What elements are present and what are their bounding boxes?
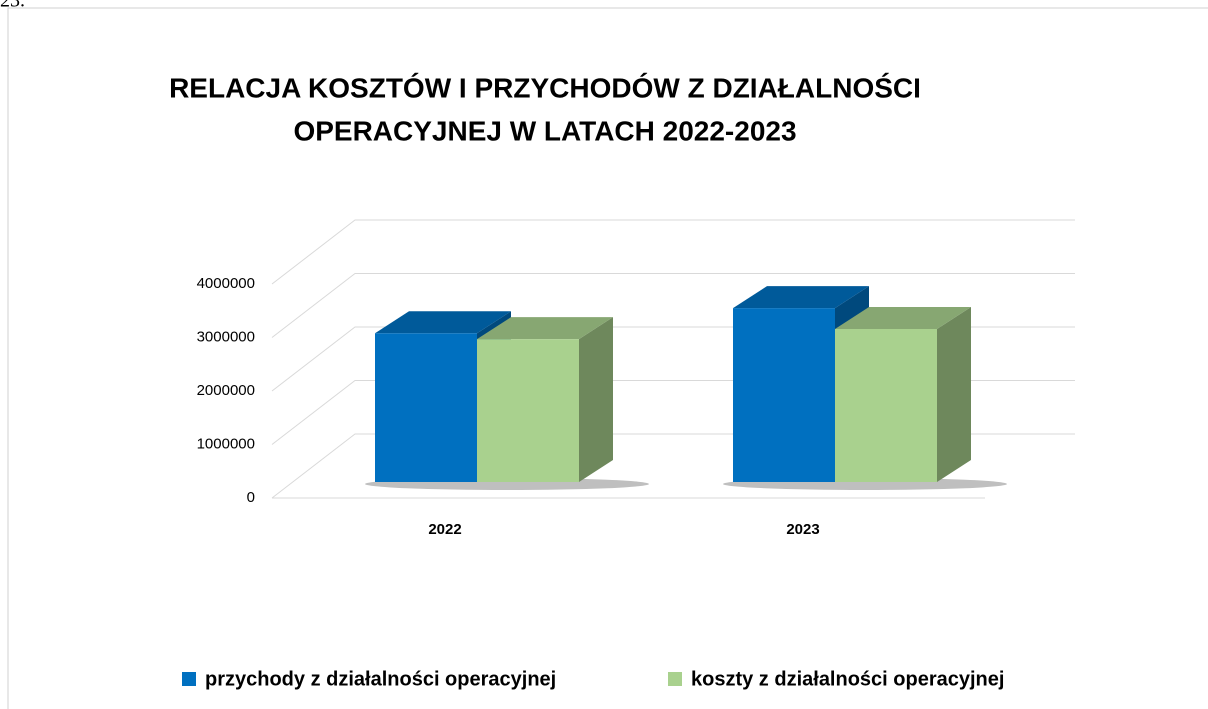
legend-label: przychody z działalności operacyjnej bbox=[205, 668, 556, 690]
grid-line bbox=[271, 273, 1075, 338]
bar bbox=[733, 308, 835, 482]
bar-side bbox=[937, 306, 971, 482]
x-tick-label: 2022 bbox=[428, 521, 461, 538]
legend-label: koszty z działalności operacyjnej bbox=[691, 668, 1004, 690]
legend-swatch bbox=[668, 672, 682, 686]
bar bbox=[375, 333, 477, 482]
chart-title: RELACJA KOSZTÓW I PRZYCHODÓW Z DZIAŁALNO… bbox=[169, 72, 921, 103]
grid-line bbox=[271, 219, 1075, 285]
bar bbox=[835, 328, 937, 482]
y-tick-label: 4000000 bbox=[197, 275, 255, 292]
bar-top bbox=[375, 311, 511, 334]
bar bbox=[477, 339, 579, 482]
bar-top bbox=[477, 317, 613, 340]
y-tick-label: 1000000 bbox=[197, 435, 255, 452]
chart-frame bbox=[7, 7, 1208, 709]
bar-top bbox=[733, 286, 869, 309]
x-tick-label: 2023 bbox=[786, 521, 819, 538]
bar-side bbox=[579, 317, 613, 482]
y-tick-label: 2000000 bbox=[197, 382, 255, 399]
chart-title: OPERACYJNEJ W LATACH 2022-2023 bbox=[293, 115, 796, 146]
y-tick-label: 3000000 bbox=[197, 328, 255, 345]
page-label: 23. bbox=[0, 0, 25, 12]
legend-swatch bbox=[182, 672, 196, 686]
y-tick-label: 0 bbox=[247, 489, 255, 506]
bar-top bbox=[835, 306, 971, 329]
